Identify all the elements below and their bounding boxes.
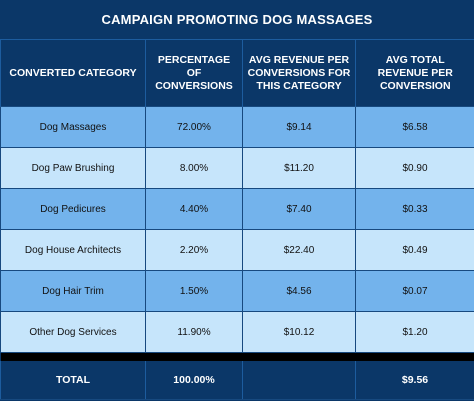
avg-total-revenue-cell: $0.33	[355, 188, 474, 230]
category-cell: Dog House Architects	[0, 229, 146, 271]
avg-revenue-cell: $9.14	[242, 106, 356, 148]
avg-revenue-cell: $4.56	[242, 270, 356, 312]
percentage-cell: 11.90%	[145, 311, 243, 353]
total-percentage-cell: 100.00%	[145, 361, 243, 400]
avg-revenue-cell: $11.20	[242, 147, 356, 189]
avg-revenue-cell: $10.12	[242, 311, 356, 353]
header-avg-total-revenue: AVG TOTAL REVENUE PER CONVERSION	[355, 39, 474, 107]
total-label-cell: TOTAL	[0, 361, 146, 400]
category-cell: Dog Pedicures	[0, 188, 146, 230]
table-row: Dog Paw Brushing 8.00% $11.20 $0.90	[0, 147, 474, 189]
percentage-cell: 4.40%	[145, 188, 243, 230]
total-avg-total-revenue-cell: $9.56	[355, 361, 474, 400]
avg-total-revenue-cell: $0.49	[355, 229, 474, 271]
table-row: Dog Massages 72.00% $9.14 $6.58	[0, 106, 474, 148]
percentage-cell: 1.50%	[145, 270, 243, 312]
header-avg-revenue: AVG REVENUE PER CONVERSIONS FOR THIS CAT…	[242, 39, 356, 107]
avg-total-revenue-cell: $1.20	[355, 311, 474, 353]
category-cell: Dog Massages	[0, 106, 146, 148]
table-title: CAMPAIGN PROMOTING DOG MASSAGES	[0, 0, 474, 39]
avg-total-revenue-cell: $0.07	[355, 270, 474, 312]
category-cell: Other Dog Services	[0, 311, 146, 353]
table-row: Dog House Architects 2.20% $22.40 $0.49	[0, 229, 474, 271]
campaign-table: CONVERTED CATEGORY PERCENTAGE OF CONVERS…	[0, 39, 474, 400]
category-cell: Dog Hair Trim	[0, 270, 146, 312]
percentage-cell: 2.20%	[145, 229, 243, 271]
separator-bar	[0, 352, 474, 361]
percentage-cell: 8.00%	[145, 147, 243, 189]
avg-revenue-cell: $22.40	[242, 229, 356, 271]
percentage-cell: 72.00%	[145, 106, 243, 148]
table-row: Dog Pedicures 4.40% $7.40 $0.33	[0, 188, 474, 230]
separator-row	[0, 352, 474, 361]
table-row: Other Dog Services 11.90% $10.12 $1.20	[0, 311, 474, 353]
avg-revenue-cell: $7.40	[242, 188, 356, 230]
category-cell: Dog Paw Brushing	[0, 147, 146, 189]
total-row: TOTAL 100.00% $9.56	[0, 361, 474, 400]
total-avg-revenue-cell	[242, 361, 356, 400]
header-converted-category: CONVERTED CATEGORY	[0, 39, 146, 107]
header-row: CONVERTED CATEGORY PERCENTAGE OF CONVERS…	[0, 39, 474, 107]
header-percentage: PERCENTAGE OF CONVERSIONS	[145, 39, 243, 107]
avg-total-revenue-cell: $6.58	[355, 106, 474, 148]
avg-total-revenue-cell: $0.90	[355, 147, 474, 189]
table-row: Dog Hair Trim 1.50% $4.56 $0.07	[0, 270, 474, 312]
